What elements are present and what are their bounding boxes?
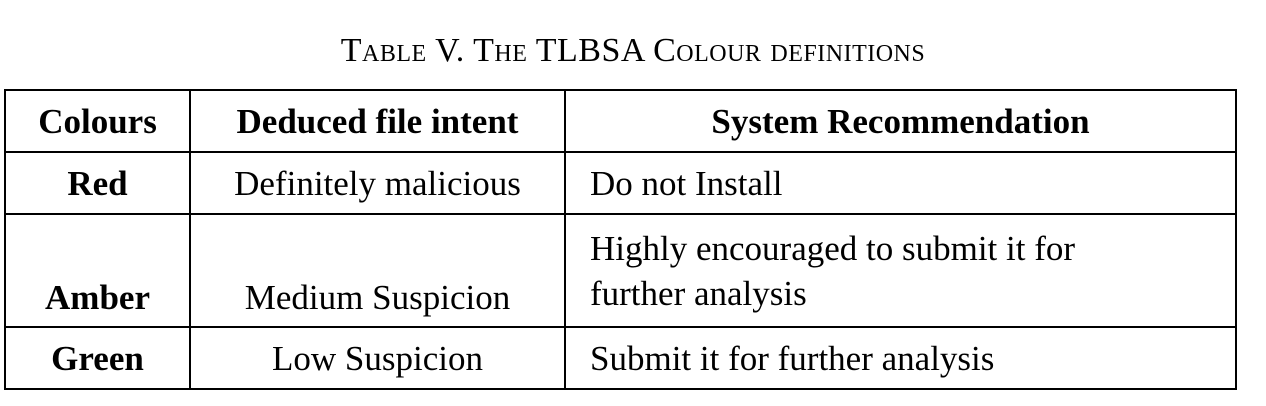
intent-cell: Definitely malicious bbox=[189, 151, 566, 215]
column-header-recommendation: System Recommendation bbox=[564, 89, 1237, 153]
recommendation-cell: Do not Install bbox=[564, 151, 1237, 215]
intent-cell: Low Suspicion bbox=[189, 326, 566, 390]
colour-cell: Red bbox=[4, 151, 191, 215]
colour-definitions-table: Colours Deduced file intent System Recom… bbox=[4, 89, 1237, 390]
recommendation-line-1: Highly encouraged to submit it for bbox=[590, 228, 1076, 268]
table-row: Green Low Suspicion Submit it for furthe… bbox=[4, 326, 1237, 390]
intent-cell: Medium Suspicion bbox=[189, 213, 566, 328]
table-header-row: Colours Deduced file intent System Recom… bbox=[4, 89, 1237, 153]
column-header-colours: Colours bbox=[4, 89, 191, 153]
colour-cell: Amber bbox=[4, 213, 191, 328]
recommendation-cell: Submit it for further analysis bbox=[564, 326, 1237, 390]
colour-cell: Green bbox=[4, 326, 191, 390]
table-row: Red Definitely malicious Do not Install bbox=[4, 151, 1237, 215]
table-caption: Table V. The TLBSA Colour definitions bbox=[340, 32, 926, 69]
column-header-intent: Deduced file intent bbox=[189, 89, 566, 153]
recommendation-cell: Highly encouraged to submit it for furthe… bbox=[564, 213, 1237, 328]
table-row: Amber Medium Suspicion Highly encouraged… bbox=[4, 213, 1237, 328]
recommendation-line-2: further analysis bbox=[590, 273, 807, 313]
